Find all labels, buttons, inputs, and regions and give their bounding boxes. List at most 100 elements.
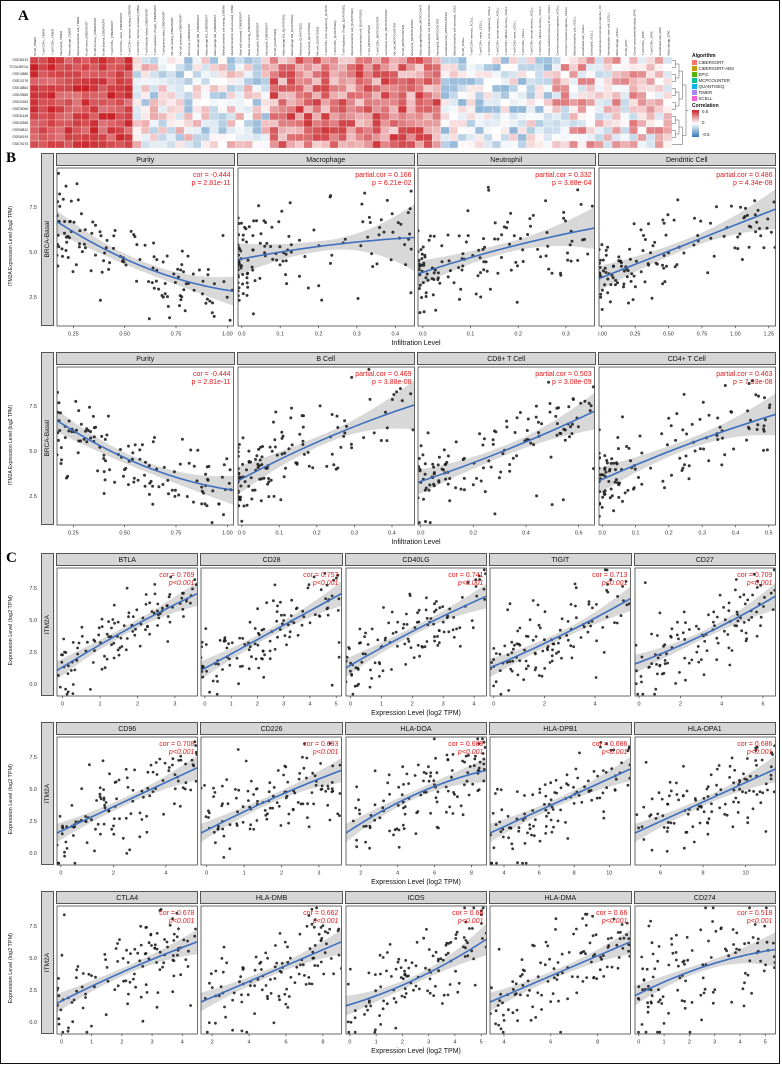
svg-text:2: 2 <box>112 870 115 876</box>
scatter-panel-b-cell: B Cell 0.0 0.1 0.2 0.3 0.4 partial.cor = 0.469… <box>236 352 415 537</box>
p-value-stat: p<0.001 <box>457 580 484 587</box>
algorithm-legend-entry: XCELL <box>692 96 774 101</box>
y-axis-title: ITM2A Expression Level (log2 TPM) <box>7 205 14 286</box>
heatmap-row-label: GSE10886 <box>12 72 28 76</box>
svg-text:Endothelial cell_EPIC: Endothelial cell_EPIC <box>658 26 662 56</box>
y-axis-ticks: 7.5 5.0 2.5 <box>19 352 39 537</box>
y-axis-title: Expression Level (log2 TPM) <box>7 764 14 835</box>
svg-text:B cell naive_CIBERSORT: B cell naive_CIBERSORT <box>85 21 89 56</box>
p-value-stat: p<0.001 <box>312 749 339 756</box>
svg-text:0.25: 0.25 <box>629 332 640 338</box>
svg-text:0.4: 0.4 <box>388 531 396 537</box>
algorithm-label: XCELL <box>698 96 713 101</box>
svg-text:Neutrophil_TIMER: Neutrophil_TIMER <box>59 30 63 56</box>
panel-b-grid: ITM2A Expression Level (log2 TPM) 7.5 5.0 2… <box>4 153 776 549</box>
correlation-stat: cor = 0.741 <box>448 572 483 579</box>
facet-header: CD4+ T Cell <box>597 352 776 365</box>
svg-text:Cancer associated fibroblast_E: Cancer associated fibroblast_EPIC <box>632 8 636 55</box>
p-value-stat: p<0.001 <box>168 580 195 587</box>
svg-text:Myeloid dendritic cell_QUANTIS: Myeloid dendritic cell_QUANTISEQ <box>350 8 354 56</box>
heatmap-row-label: TCGA-BRCA <box>9 65 28 69</box>
scatter-panel-cd27: CD27 0 2 4 6 cor = 0.709 p<0.001 <box>633 553 776 708</box>
algorithm-label: MCPCOUNTER <box>698 78 730 83</box>
svg-text:6: 6 <box>433 870 436 876</box>
svg-text:2: 2 <box>411 701 414 707</box>
svg-text:T cell CD4+ memory activated_C: T cell CD4+ memory activated_CIBERSORT <box>136 5 140 56</box>
heatmap-row-label: GSE25066 <box>12 107 28 111</box>
correlation-stat: cor = 0.708 <box>159 741 194 748</box>
svg-text:0.50: 0.50 <box>119 531 130 537</box>
algorithm-legend-entry: CIBERSORT-ABS <box>692 66 774 71</box>
svg-text:0: 0 <box>61 701 64 707</box>
svg-text:0: 0 <box>59 870 62 876</box>
svg-text:Macrophage/Monocyte_MCPCOUNTER: Macrophage/Monocyte_MCPCOUNTER <box>418 5 422 56</box>
svg-text:4: 4 <box>396 870 399 876</box>
p-value-stat: p<0.001 <box>746 580 773 587</box>
facet-header: ICOS <box>344 891 488 904</box>
scatter-panel-cd28: CD28 0 1 2 3 4 5 cor = 0.757 p<0.001 <box>200 553 343 708</box>
p-value-stat: p<0.001 <box>312 580 339 587</box>
scatter-panel-hla-dma: HLA-DMA 4 6 8 cor = 0.66 p<0.001 <box>489 891 632 1046</box>
y-axis-ticks: 7.5 5.0 2.5 0.0 <box>19 722 39 877</box>
svg-text:T cell CD8+ effector memory_XC: T cell CD8+ effector memory_XCELL <box>538 6 542 56</box>
svg-text:T cell CD8+_EPIC: T cell CD8+_EPIC <box>649 30 653 55</box>
svg-text:B cell plasma_CIBERSORT: B cell plasma_CIBERSORT <box>102 18 106 55</box>
svg-text:8: 8 <box>701 870 704 876</box>
p-value-stat: p = 3.88e-04 <box>552 180 592 187</box>
algorithm-legend-entry: TIMER <box>692 90 774 95</box>
facet-header: CD28 <box>200 553 343 566</box>
p-value-stat: p<0.001 <box>746 918 773 925</box>
svg-text:8: 8 <box>573 871 576 877</box>
scatter-panel-hla-dmb: HLA-DMB 2 4 6 8 cor = 0.662 p<0.001 <box>200 891 343 1046</box>
correlation-stat: cor = 0.686 <box>592 741 627 748</box>
correlation-stat: partial.cor = 0.332 <box>535 172 591 179</box>
algorithm-color-swatch <box>692 84 697 89</box>
p-value-stat: p<0.001 <box>312 918 339 925</box>
svg-text:4: 4 <box>503 871 506 877</box>
svg-text:8: 8 <box>470 870 473 876</box>
algorithm-legend-entries: CIBERSORT CIBERSORT-ABS EPIC MCPCOUNTER QUAN… <box>692 60 774 101</box>
svg-text:Endothelial cell_MCPCOUNTER: Endothelial cell_MCPCOUNTER <box>444 11 448 55</box>
svg-text:Myeloid dendritic cell activat: Myeloid dendritic cell activated_XCELL <box>453 5 457 56</box>
algorithm-color-swatch <box>692 90 697 95</box>
svg-text:0.3: 0.3 <box>350 531 358 537</box>
svg-text:T cell_MCPCOUNTER: T cell_MCPCOUNTER <box>367 24 371 55</box>
svg-text:0: 0 <box>637 701 640 707</box>
y-tick-label: 2.5 <box>29 295 37 302</box>
svg-text:4: 4 <box>248 1040 251 1046</box>
facet-strip: ITM2A <box>41 722 54 865</box>
p-value-stat: p<0.001 <box>601 918 628 925</box>
scatter-panel-hla-doa: HLA-DOA 2 4 6 8 cor = 0.689 p<0.001 <box>344 722 488 877</box>
svg-text:1: 1 <box>99 701 102 707</box>
y-axis-ticks: 7.5 5.0 2.5 <box>19 153 39 338</box>
heatmap: B cell_TIMER T cell CD4+_TIMER T cell CD8+… <box>30 5 672 148</box>
p-value-stat: p = 3.88e-08 <box>371 379 411 386</box>
correlation-stat: cor = 0.709 <box>737 572 772 579</box>
svg-text:T cell CD4+ (non-regulatory)_X: T cell CD4+ (non-regulatory)_XCELL <box>487 6 491 55</box>
panel-c-label: C <box>6 550 17 566</box>
svg-text:3: 3 <box>283 702 286 708</box>
scatter-row: ITM2A Expression Level (log2 TPM) 7.5 5.0 2… <box>4 352 776 549</box>
svg-text:0.0: 0.0 <box>419 332 427 338</box>
svg-text:8: 8 <box>596 1040 599 1046</box>
algorithm-color-swatch <box>692 60 697 65</box>
y-tick-label: 7.5 <box>29 404 37 411</box>
svg-text:2: 2 <box>543 702 546 708</box>
y-axis-ticks: 7.5 5.0 2.5 0.0 <box>19 553 39 708</box>
heatmap-row-label: GSE36133 <box>12 58 28 62</box>
scatter-panel-macrophage: Macrophage 0.0 0.1 0.2 0.3 0.4 partial.cor = 0… <box>236 153 415 338</box>
svg-text:B cell_TIMER: B cell_TIMER <box>33 36 37 55</box>
svg-text:T cell CD8+_TIMER: T cell CD8+_TIMER <box>50 28 54 56</box>
scatter-panel-ctla4: CTLA4 0 1 2 3 4 cor = 0.678 p<0.001 <box>56 891 199 1046</box>
svg-text:T cell CD4+ (non-regulatory)_Q: T cell CD4+ (non-regulatory)_QUANTISEQ <box>324 5 328 56</box>
svg-text:10: 10 <box>606 871 612 877</box>
heatmap-row-label: GSE20685 <box>12 93 28 97</box>
svg-text:T cell CD4+ naive_XCELL: T cell CD4+ naive_XCELL <box>478 20 482 55</box>
scatter-panel-btla: BTLA 0 1 2 3 cor = 0.769 p<0.001 <box>56 553 199 708</box>
